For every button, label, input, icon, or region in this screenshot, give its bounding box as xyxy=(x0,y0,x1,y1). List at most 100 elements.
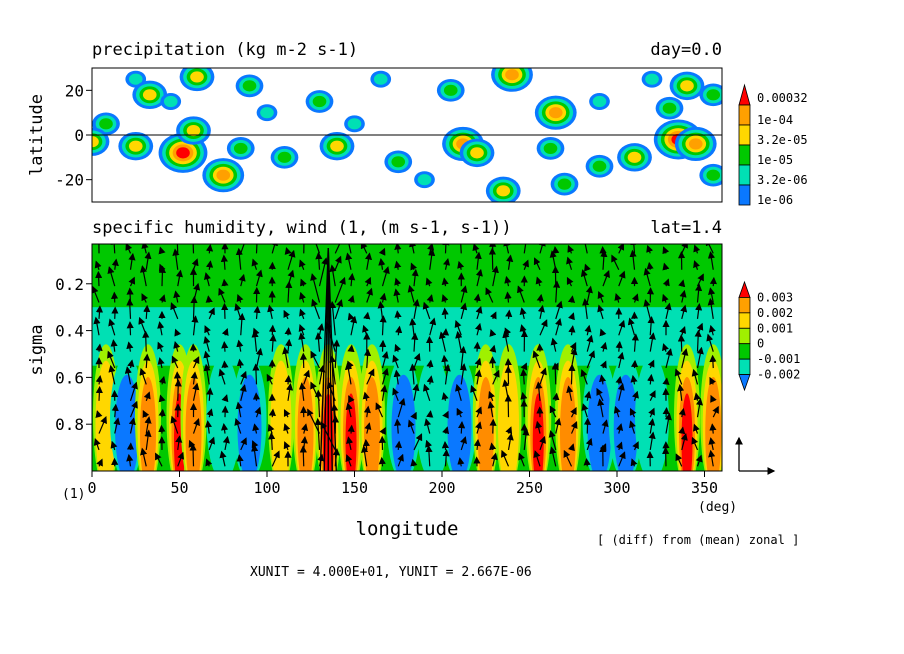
colorbar-label: 0.00032 xyxy=(757,91,808,105)
precip-cell xyxy=(270,145,299,169)
precip-cell xyxy=(674,126,717,162)
colorbar-label: 1e-05 xyxy=(757,153,793,167)
wind-arrow xyxy=(347,294,355,303)
wind-arrow xyxy=(568,312,575,321)
wind-arrow xyxy=(334,276,346,303)
colorbar-label: 0 xyxy=(757,337,764,351)
precip-cell xyxy=(370,70,392,88)
wind-arrow xyxy=(204,325,211,336)
wind-arrow xyxy=(220,254,228,270)
wind-arrow xyxy=(532,350,541,369)
wind-arrow xyxy=(674,368,683,385)
wind-arrow xyxy=(680,432,688,451)
wind-arrow xyxy=(646,244,654,254)
wind-arrow xyxy=(158,424,166,434)
wind-arrow xyxy=(266,373,274,385)
wind-arrow xyxy=(539,319,548,336)
wind-arrow xyxy=(506,432,514,451)
wind-arrow xyxy=(489,311,497,320)
top-panel-title: precipitation (kg m-2 s-1) xyxy=(92,40,358,60)
wind-arrow xyxy=(93,438,101,451)
wind-arrow xyxy=(693,260,700,270)
wind-arrow xyxy=(362,391,370,401)
humidity-anomaly xyxy=(292,344,319,471)
humidity-anomaly xyxy=(635,356,669,471)
wind-arrow xyxy=(442,244,450,254)
wind-arrow xyxy=(643,267,651,287)
wind-arrow xyxy=(695,302,703,319)
wind-arrow xyxy=(128,276,136,287)
wind-arrow xyxy=(425,277,433,287)
precip-cell xyxy=(305,90,334,113)
wind-arrow xyxy=(502,330,510,352)
wind-arrow xyxy=(381,351,389,369)
wind-arrow xyxy=(347,424,355,434)
wind-arrow xyxy=(501,449,510,467)
wind-arrow xyxy=(567,443,575,452)
wind-arrow xyxy=(407,419,415,434)
wind-arrow xyxy=(630,374,638,385)
colorbar-swatch xyxy=(738,104,751,126)
wind-arrow xyxy=(505,309,513,319)
wind-arrow xyxy=(271,244,278,254)
wind-arrow xyxy=(597,304,605,320)
wind-arrow xyxy=(424,418,432,434)
colorbar-swatch xyxy=(738,83,751,106)
wind-arrow xyxy=(475,305,483,320)
wind-arrow xyxy=(254,406,262,418)
wind-arrow xyxy=(236,358,244,369)
humidity-anomaly xyxy=(555,344,581,471)
wind-arrow xyxy=(614,293,622,303)
wind-arrow xyxy=(457,457,465,467)
wind-arrow xyxy=(535,381,543,401)
precip-cell xyxy=(585,154,614,178)
wind-arrow xyxy=(172,248,180,270)
wind-arrow xyxy=(552,246,560,254)
wind-arrow xyxy=(602,270,610,287)
wind-arrow xyxy=(426,375,434,385)
wind-arrow xyxy=(379,426,386,435)
wind-arrow xyxy=(581,403,589,418)
wind-arrow xyxy=(664,412,672,434)
wind-arrow xyxy=(631,333,639,352)
precip-cell xyxy=(534,95,577,130)
wind-arrow xyxy=(158,294,166,303)
colorbar-swatch xyxy=(738,184,751,206)
wind-arrow xyxy=(618,270,626,287)
wind-arrow xyxy=(709,376,716,385)
wind-arrow xyxy=(175,435,183,451)
wind-arrow xyxy=(363,311,371,320)
wind-arrow xyxy=(268,324,277,336)
x-tick-label: 250 xyxy=(516,479,543,497)
wind-arrow xyxy=(268,408,276,418)
wind-arrow xyxy=(171,355,179,369)
wind-arrow xyxy=(429,317,437,336)
wind-arrow xyxy=(709,276,717,287)
wind-arrow xyxy=(94,260,102,270)
wind-arrow xyxy=(426,410,434,418)
wind-arrow xyxy=(693,244,701,254)
wind-arrow xyxy=(549,405,557,418)
wind-arrow xyxy=(363,405,371,418)
wind-arrow xyxy=(696,346,704,369)
wind-arrow xyxy=(219,450,227,467)
colorbar-label: 0.001 xyxy=(757,321,793,335)
precip-cell xyxy=(699,83,722,107)
wind-arrow xyxy=(329,300,337,336)
top-panel-day: day=0.0 xyxy=(650,40,722,60)
wind-arrow xyxy=(460,285,468,303)
colorbar-label: -0.001 xyxy=(757,352,800,366)
wind-arrow xyxy=(124,366,132,385)
wind-arrow xyxy=(311,298,321,320)
wind-arrow xyxy=(584,244,588,254)
wind-arrow xyxy=(442,448,450,467)
bottom-panel-title: specific humidity, wind (1, (m s-1, s-1)… xyxy=(92,218,512,238)
colorbar-swatch xyxy=(738,297,751,314)
wind-arrow xyxy=(108,318,116,336)
wind-arrow xyxy=(299,445,307,467)
colorbar-swatch xyxy=(738,374,751,392)
wind-arrow xyxy=(378,257,386,270)
bottom-panel-lat: lat=1.4 xyxy=(650,218,722,238)
wind-arrow xyxy=(143,391,151,402)
wind-arrow xyxy=(192,244,195,254)
